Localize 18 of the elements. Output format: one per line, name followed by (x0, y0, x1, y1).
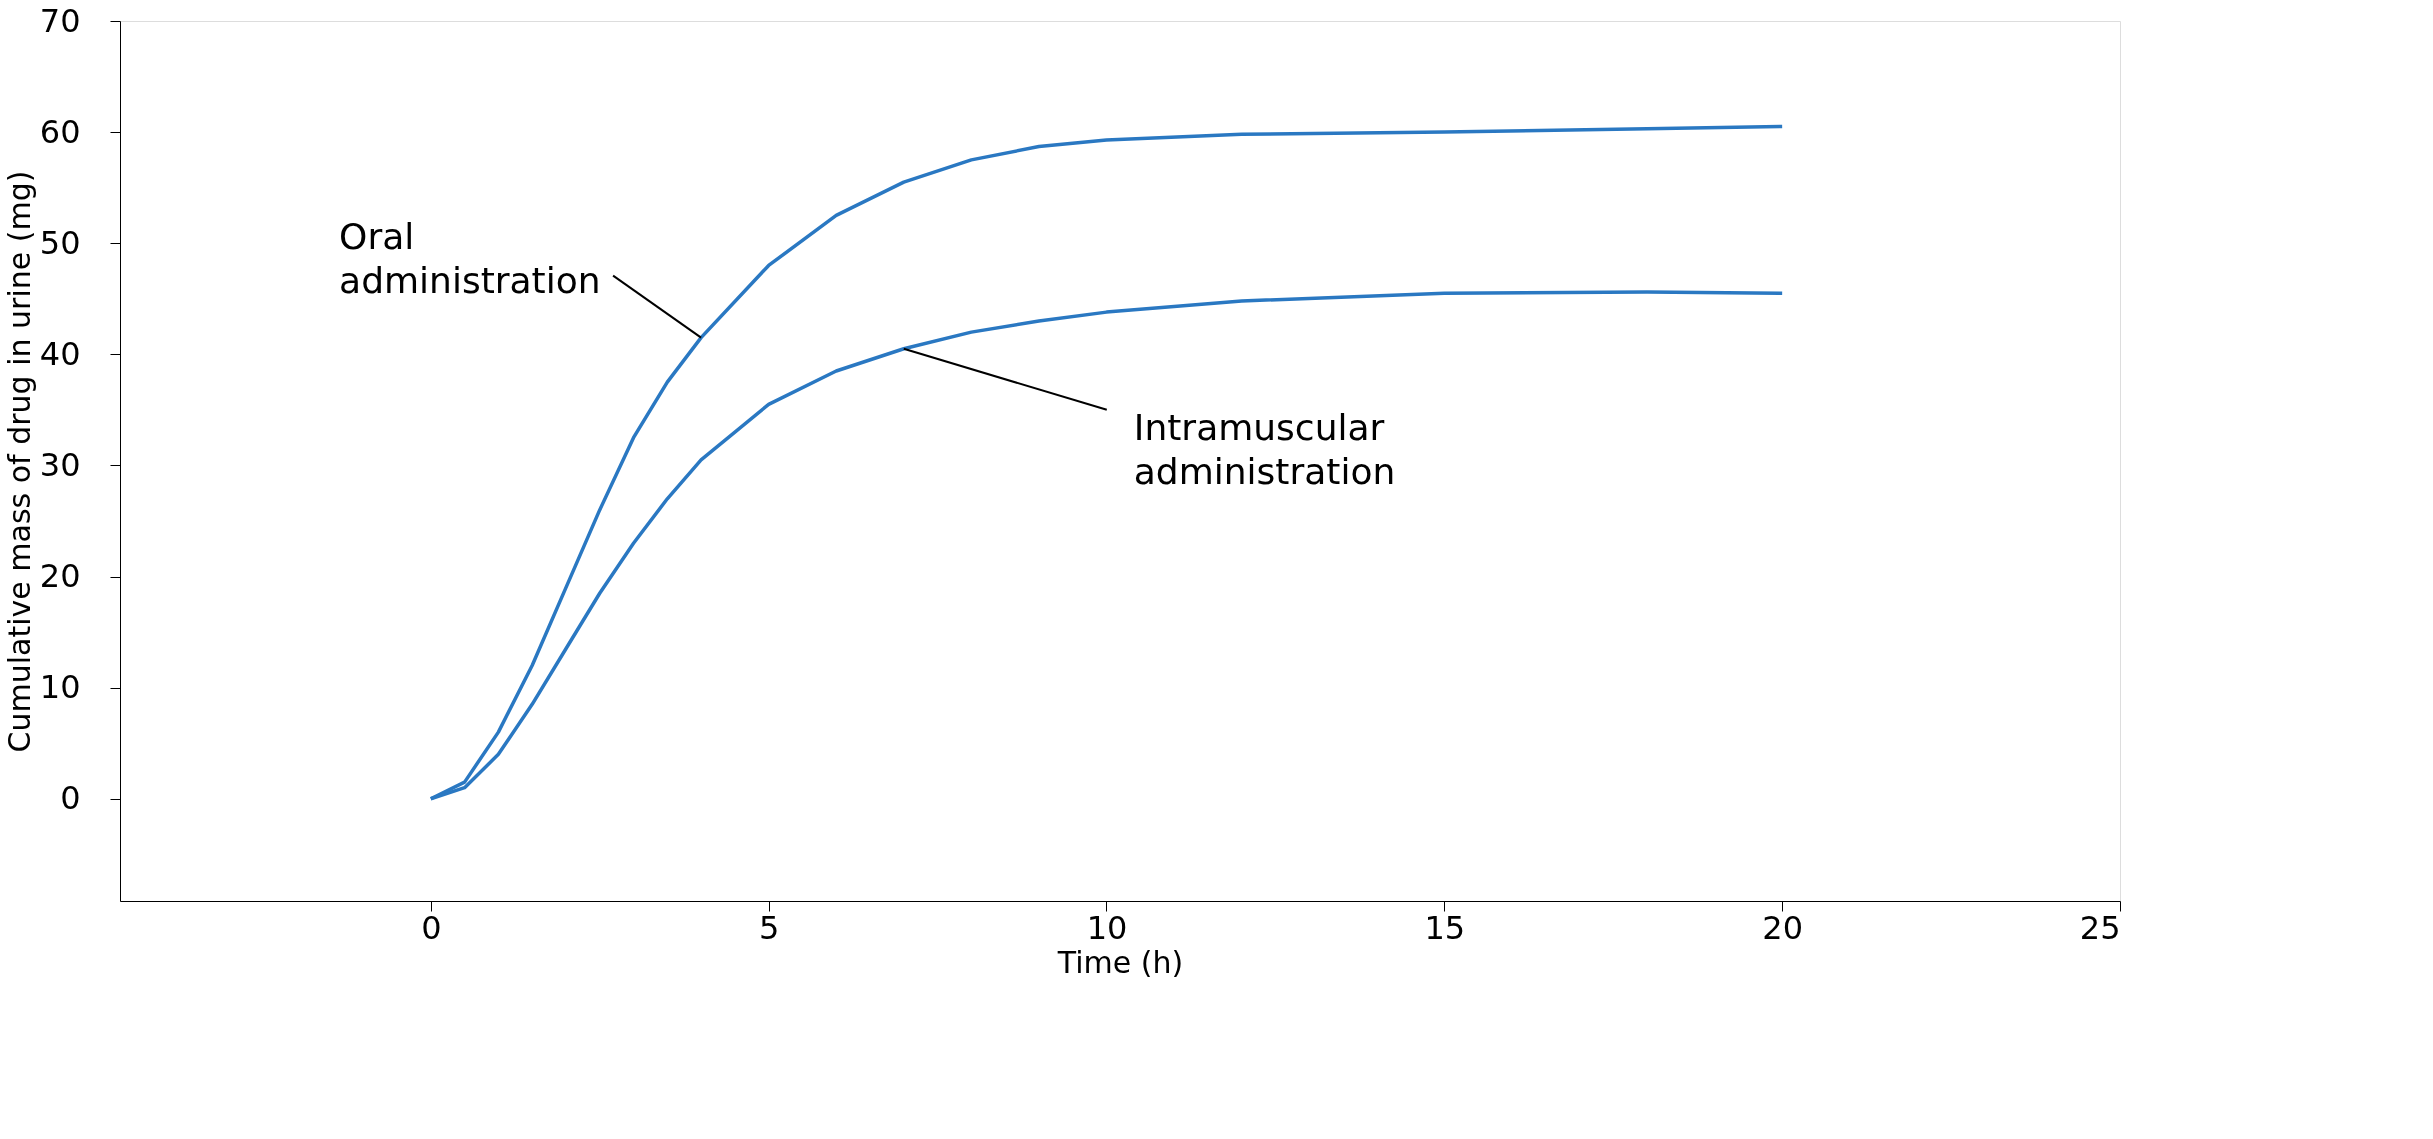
y-axis-title: Cumulative mass of drug in urine (mg) (1, 170, 37, 753)
x-tick-label: 5 (758, 908, 780, 947)
x-tick-label: 25 (2079, 908, 2121, 947)
y-tick-label: 70 (39, 1, 81, 40)
x-tick-label: 0 (421, 908, 442, 947)
x-tick-label: 20 (1762, 908, 1804, 947)
x-tick-label: 15 (1424, 908, 1466, 947)
y-tick-label: 40 (39, 334, 81, 373)
y-tick-label: 50 (39, 223, 81, 262)
annotation: Oral administration (339, 215, 601, 301)
x-tick-label: 10 (1086, 908, 1128, 947)
y-tick-label: 20 (39, 557, 81, 596)
y-tick-label: 60 (39, 112, 81, 151)
x-axis-title: Time (h) (1056, 944, 1184, 980)
y-tick-label: 0 (60, 779, 81, 818)
y-tick-label: 10 (39, 668, 81, 707)
y-tick-label: 30 (39, 445, 81, 484)
annotation: Intramuscular administration (1133, 406, 1396, 492)
